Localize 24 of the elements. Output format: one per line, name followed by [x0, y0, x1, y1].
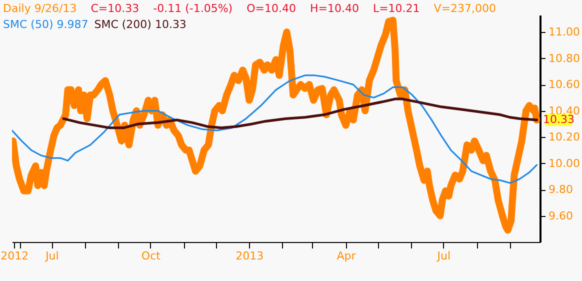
x-tick-label: Jul: [44, 250, 59, 262]
y-tick-label: 11.00: [548, 26, 580, 39]
text: SMC (200) 10.33: [94, 18, 186, 31]
text: C=10.33: [90, 2, 140, 15]
text: H=10.40: [310, 2, 359, 15]
y-tick-label: 9.60: [548, 209, 573, 222]
y-tick-label: 10.20: [548, 130, 580, 144]
line-series: [62, 98, 538, 130]
x-tick-label: Oct: [141, 250, 162, 262]
x-tick-label: Apr: [336, 250, 356, 262]
y-tick-label: 10.00: [548, 156, 580, 170]
chart-title: Daily 9/26/13: [3, 2, 77, 15]
text: L=10.21: [372, 2, 420, 15]
text: V=237,000: [434, 2, 496, 15]
y-tick-label: 10.80: [548, 52, 580, 65]
x-tick-label: 2012: [0, 250, 29, 262]
text: O=10.40: [246, 2, 296, 15]
x-tick-label: 2013: [236, 250, 264, 262]
line-series: [12, 74, 538, 184]
y-tick-label: 9.80: [548, 183, 573, 196]
y-tick-label: 10.60: [548, 78, 580, 92]
text: -0.11 (-1.05%): [153, 2, 233, 15]
x-tick-label: Jul: [436, 250, 451, 262]
text: SMC (50) 9.987: [3, 18, 88, 31]
